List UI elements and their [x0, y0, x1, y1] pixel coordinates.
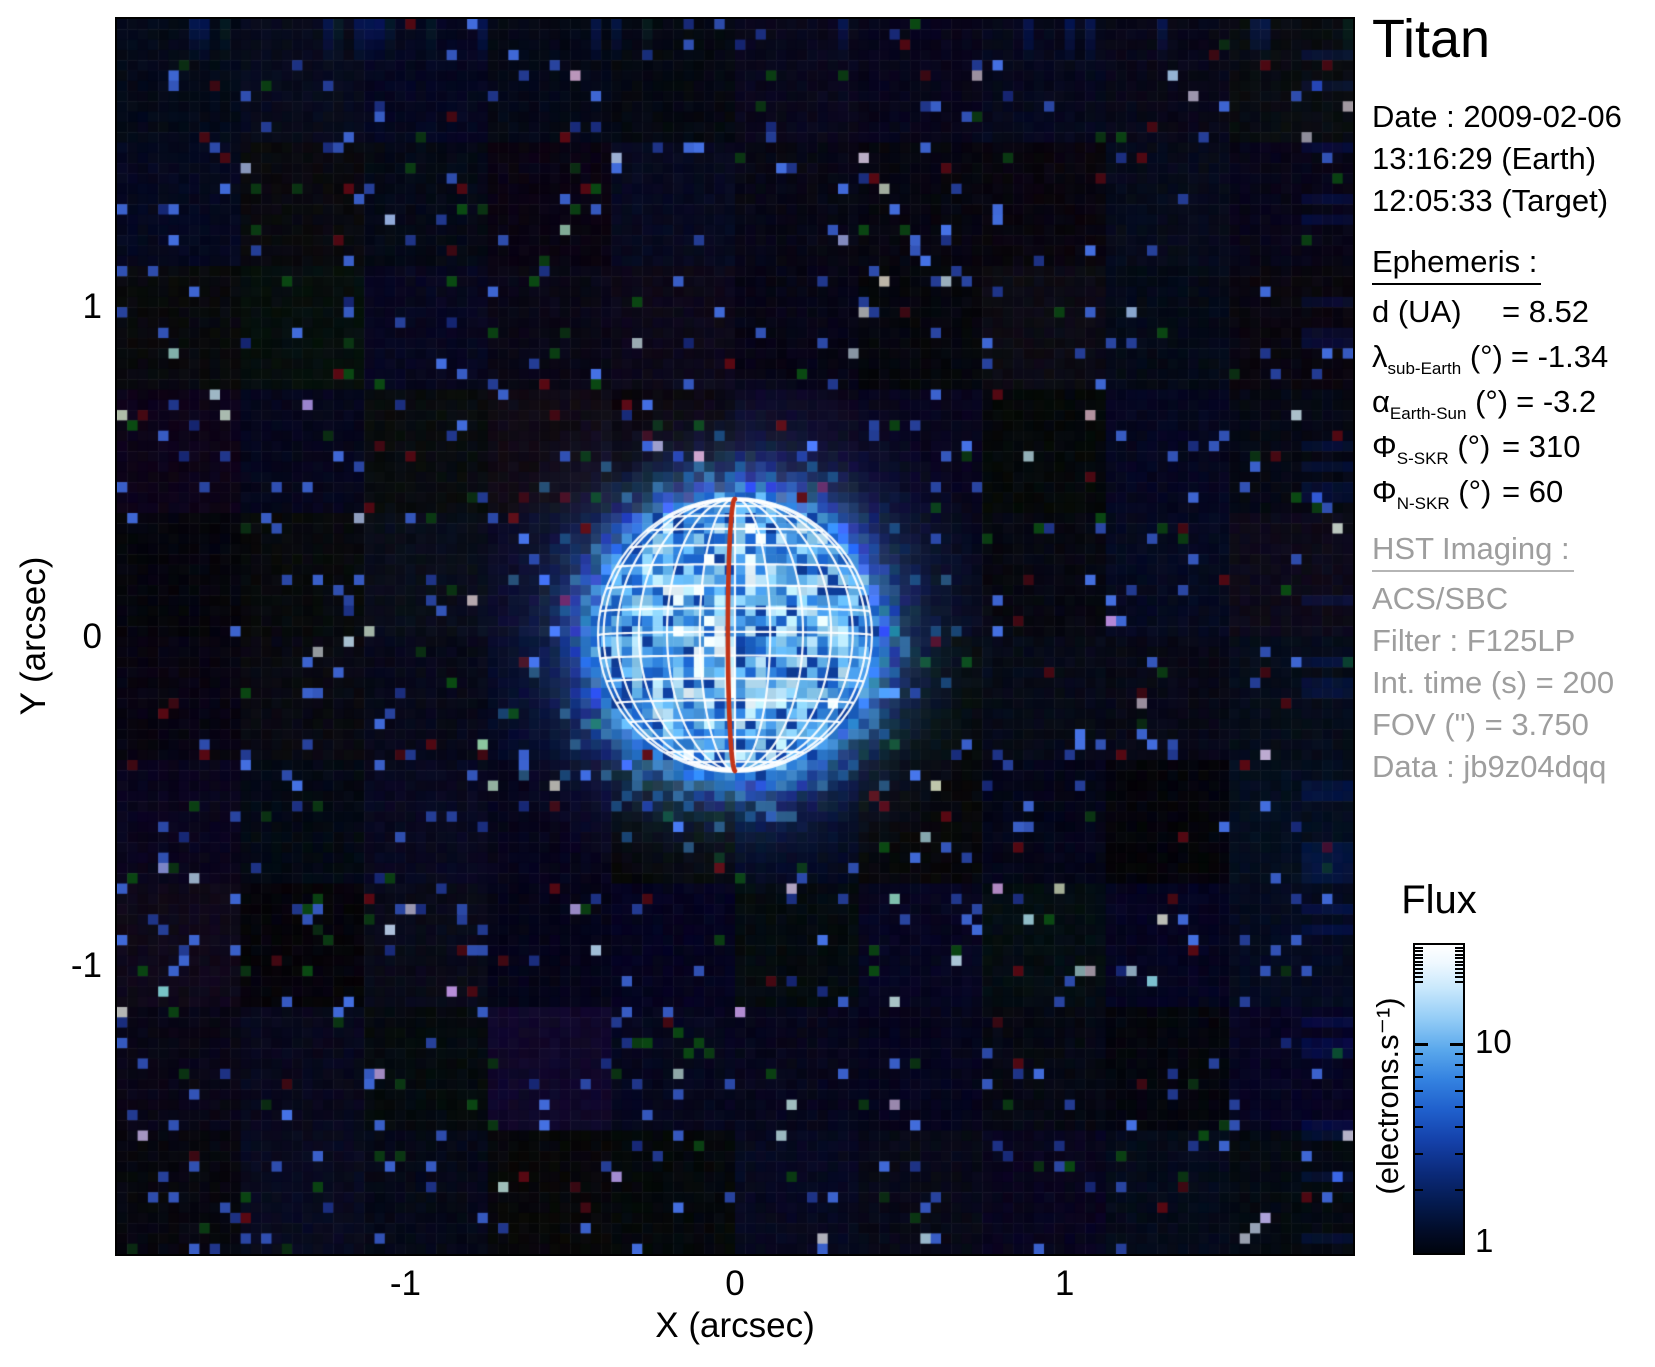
x-tick-label: 1	[1054, 1264, 1075, 1303]
instrument-line: ACS/SBC	[1372, 581, 1509, 616]
colorbar-tick	[1455, 950, 1463, 953]
colorbar-tick	[1415, 1106, 1423, 1109]
colorbar-tick	[1455, 953, 1463, 956]
colorbar-tick	[1455, 1126, 1463, 1129]
colorbar-tick	[1455, 1189, 1463, 1192]
colorbar-tick	[1455, 947, 1463, 950]
colorbar-tick	[1415, 1075, 1423, 1078]
hst-imaging-info: ACS/SBC Filter : F125LP Int. time (s) = …	[1372, 578, 1614, 788]
colorbar-tick	[1455, 972, 1463, 975]
ephemeris-row: ΦS-SKR (°) = 310	[1372, 429, 1581, 469]
x-tick-label: -1	[389, 1264, 421, 1303]
observation-dates: Date : 2009-02-06 13:16:29 (Earth) 12:05…	[1372, 96, 1622, 222]
ephemeris-row: αEarth-Sun (°) = -3.2	[1372, 384, 1597, 424]
colorbar-tick	[1415, 953, 1423, 956]
colorbar-tick	[1415, 950, 1423, 953]
flux-colorbar: 10 1	[1413, 943, 1512, 1259]
colorbar-tick	[1415, 956, 1423, 959]
colorbar-tick	[1415, 980, 1423, 983]
x-tick-label: 0	[725, 1264, 745, 1303]
colorbar-tick	[1455, 960, 1463, 963]
ephemeris-heading: Ephemeris :	[1372, 244, 1542, 285]
colorbar-tick	[1415, 947, 1423, 950]
fov-line: FOV (") = 3.750	[1372, 707, 1589, 742]
ephemeris-row: ΦN-SKR (°) = 60	[1372, 474, 1564, 514]
ephemeris-row: λsub-Earth (°) = -1.34	[1372, 339, 1609, 379]
colorbar-tick	[1415, 976, 1423, 979]
target-title: Titan	[1372, 9, 1491, 69]
y-tick-label: 1	[82, 287, 102, 327]
colorbar-tick	[1415, 964, 1423, 967]
ephemeris-table: d (UA) = 8.52 λsub-Earth (°) = -1.34 αEarth-…	[1372, 294, 1608, 519]
date-line: Date : 2009-02-06	[1372, 99, 1622, 134]
colorbar-unit-label: (electrons.s⁻¹)	[1370, 997, 1405, 1195]
colorbar-tick	[1455, 976, 1463, 979]
data-id-line: Data : jb9z04dqq	[1372, 749, 1607, 784]
colorbar-tick	[1415, 1053, 1423, 1056]
y-tick-label: -1	[70, 945, 102, 985]
colorbar-tick	[1415, 960, 1423, 963]
target-time-line: 12:05:33 (Target)	[1372, 183, 1609, 218]
colorbar-tick	[1455, 1053, 1463, 1056]
colorbar-tick	[1455, 1075, 1463, 1078]
colorbar-tick	[1455, 1152, 1463, 1155]
colorbar-tick	[1415, 1063, 1423, 1066]
colorbar-tick	[1455, 980, 1463, 983]
colorbar-tick	[1415, 1152, 1423, 1155]
filter-line: Filter : F125LP	[1372, 623, 1576, 658]
earth-time-line: 13:16:29 (Earth)	[1372, 141, 1597, 176]
colorbar-tick	[1455, 964, 1463, 967]
colorbar-tick	[1415, 1126, 1423, 1129]
y-tick-label: 0	[82, 616, 102, 656]
x-axis-label: X (arcsec)	[655, 1306, 815, 1345]
colorbar-tick-label: 1	[1475, 1222, 1494, 1260]
colorbar-tick-label: 10	[1475, 1023, 1512, 1061]
integration-time-line: Int. time (s) = 200	[1372, 665, 1615, 700]
titan-image-canvas	[115, 17, 1355, 1256]
colorbar-tick	[1415, 972, 1423, 975]
ephemeris-row: d (UA) = 8.52	[1372, 294, 1590, 329]
colorbar-tick	[1455, 1106, 1463, 1109]
colorbar-tick	[1415, 968, 1423, 971]
colorbar-tick	[1455, 956, 1463, 959]
colorbar-tick	[1450, 1043, 1463, 1047]
colorbar-tick	[1455, 1063, 1463, 1066]
colorbar-tick	[1415, 1089, 1423, 1092]
colorbar-tick	[1415, 1189, 1423, 1192]
colorbar-tick	[1455, 1089, 1463, 1092]
hst-imaging-heading: HST Imaging :	[1372, 531, 1574, 572]
colorbar-tick	[1415, 1043, 1428, 1047]
colorbar-title: Flux	[1401, 878, 1477, 922]
colorbar-tick	[1455, 968, 1463, 971]
